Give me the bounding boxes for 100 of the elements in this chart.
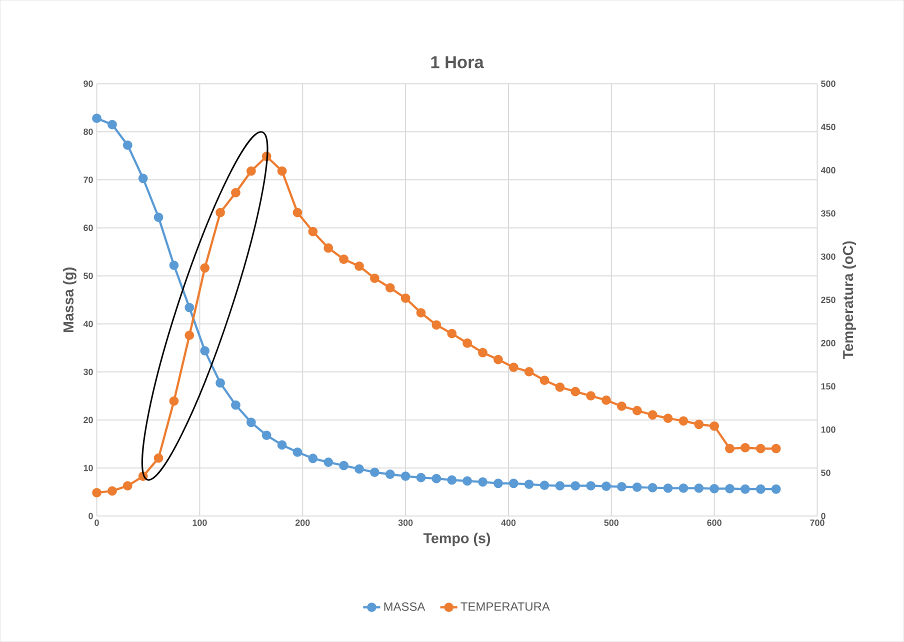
point [710, 422, 720, 431]
y2-tick-label: 0 [821, 512, 826, 520]
legend-label: TEMPERATURA [460, 602, 550, 611]
point [493, 354, 503, 364]
x-tick-label: 700 [810, 520, 824, 526]
y2-tick-label: 100 [821, 426, 836, 433]
point [663, 414, 673, 424]
point [370, 468, 380, 478]
point [678, 484, 688, 493]
point [277, 166, 287, 176]
point [678, 416, 688, 426]
y2-tick-label: 500 [821, 80, 836, 88]
y2-tick-label: 450 [820, 124, 836, 130]
point [756, 484, 766, 494]
point [586, 391, 596, 401]
y2-tick-label: 300 [820, 254, 836, 260]
point [416, 308, 426, 318]
y-axis-title: Massa (g) [62, 268, 76, 332]
point [292, 208, 302, 218]
y-tick-label: 90 [84, 80, 93, 88]
x-tick-label: 500 [604, 520, 619, 526]
point [540, 376, 550, 386]
point [416, 472, 426, 482]
point [154, 453, 164, 463]
point [231, 188, 240, 198]
point [216, 378, 225, 388]
point [570, 386, 580, 396]
point [508, 478, 518, 488]
y-tick-label: 60 [84, 224, 93, 232]
legend-label: MASSA [384, 602, 426, 611]
y2-tick-label: 50 [821, 470, 830, 476]
y-tick-label: 80 [84, 128, 93, 136]
point [354, 464, 364, 474]
point [616, 482, 626, 492]
point [324, 243, 334, 253]
x-tick-label: 100 [192, 520, 207, 526]
point [648, 410, 658, 420]
point [122, 481, 132, 491]
point [616, 402, 626, 412]
x-axis-title: Tempo (s) [423, 532, 490, 546]
point [370, 274, 380, 284]
point [246, 166, 256, 176]
point [493, 478, 503, 488]
y2-tick-label: 400 [820, 167, 836, 174]
point [462, 338, 472, 348]
point [216, 208, 225, 218]
x-tick-label: 300 [398, 520, 413, 526]
point [740, 484, 750, 494]
point [710, 484, 720, 494]
point [771, 444, 781, 454]
point [771, 484, 781, 494]
point [432, 320, 442, 330]
point [632, 406, 642, 416]
point [246, 418, 256, 428]
point [339, 254, 348, 264]
point [586, 481, 596, 491]
point [231, 400, 240, 410]
y-tick-label: 30 [83, 368, 93, 376]
y2-axis-title: Temperatura (oC) [842, 241, 856, 360]
point [725, 484, 734, 494]
y-tick-label: 50 [84, 272, 93, 280]
point [184, 330, 194, 340]
chart-title: 1 Hora [431, 56, 484, 68]
point [108, 120, 117, 130]
point [524, 480, 534, 490]
point [524, 367, 534, 376]
point [555, 382, 565, 392]
point [570, 481, 580, 491]
point [308, 454, 318, 464]
point [462, 476, 472, 486]
point [262, 430, 272, 440]
x-tick-label: 0 [94, 520, 99, 526]
point [447, 475, 457, 485]
point [169, 260, 179, 270]
point [648, 483, 658, 492]
y2-tick-label: 150 [821, 383, 836, 390]
point [756, 444, 766, 454]
y-tick-label: 10 [84, 464, 93, 472]
point [277, 440, 287, 450]
point [308, 226, 318, 236]
point [447, 328, 457, 338]
point [632, 482, 642, 492]
point [169, 396, 179, 406]
point [184, 302, 194, 312]
y-tick-label: 0 [88, 512, 93, 520]
point [725, 444, 734, 454]
point [92, 488, 102, 498]
point [354, 262, 364, 271]
x-tick-label: 400 [501, 520, 516, 526]
x-tick-label: 200 [295, 520, 310, 526]
point [400, 294, 410, 303]
point [385, 283, 395, 293]
point [602, 482, 611, 492]
point [694, 420, 704, 430]
y-tick-label: 40 [83, 320, 93, 328]
point [200, 346, 210, 356]
point [138, 174, 148, 184]
point [339, 460, 348, 470]
point [663, 484, 673, 493]
point [154, 212, 164, 222]
